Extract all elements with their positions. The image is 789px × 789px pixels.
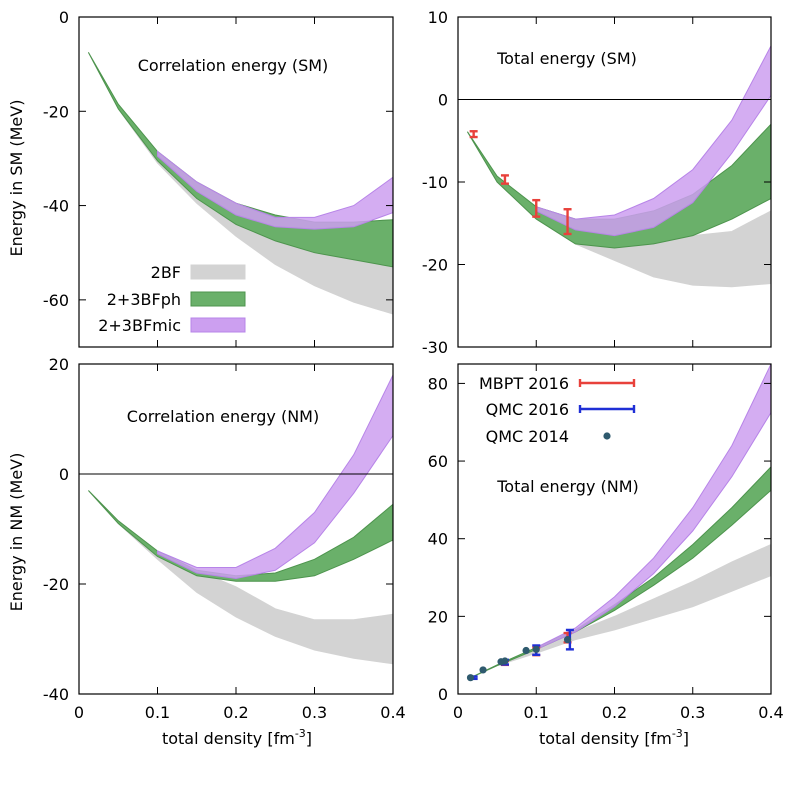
y-tick-label: -40 (43, 197, 69, 216)
legend-label-2bf: 2BF (151, 263, 181, 282)
errorbar-mbpt-2016 (532, 198, 541, 218)
point-qmc-2014 (532, 645, 540, 653)
y-tick-label: 60 (428, 452, 448, 471)
point-qmc-2014 (501, 657, 509, 665)
x-axis-label-right: total density [fm-3] (539, 727, 689, 748)
x-tick-label: 0.2 (602, 703, 627, 722)
x-tick-label: 0.1 (145, 703, 170, 722)
x-tick-label: 0.4 (380, 703, 405, 722)
y-tick-label: 10 (428, 8, 448, 27)
x-axis-label-left-close: ] (306, 729, 312, 748)
plot-area (87, 52, 393, 315)
y-tick-label: 0 (59, 465, 69, 484)
panel-annotation: Total energy (NM) (496, 477, 639, 496)
panel-annotation: Correlation energy (NM) (127, 407, 319, 426)
panel-correlation-nm: 0 0.1 0.2 0.3 0.4 20 0 -20 -40 Correlation energy… (43, 355, 406, 722)
x-tick-label: 0.1 (524, 703, 549, 722)
y-axis-label-sm: Energy in SM (MeV) (7, 100, 26, 257)
y-tick-label: -40 (43, 685, 69, 704)
x-tick-label: 0.2 (223, 703, 248, 722)
y-tick-label: 20 (428, 607, 448, 626)
legend-label-qmc-2016: QMC 2016 (486, 400, 569, 419)
y-tick-label: -60 (43, 291, 69, 310)
legend-label-mbpt-2016: MBPT 2016 (479, 374, 569, 393)
legend: MBPT 2016 QMC 2016 QMC 2014 (479, 374, 636, 446)
x-tick-label: 0.3 (680, 703, 705, 722)
y-tick-label: -20 (43, 575, 69, 594)
legend-marker-qmc-2016 (578, 405, 636, 413)
legend-swatch-2-3bfph (190, 291, 246, 307)
plot-area (466, 364, 771, 682)
x-tick-label: 0 (453, 703, 463, 722)
panel-correlation-sm: 0 -20 -40 -60 Correlation energy (SM) 2BF 2+3B… (43, 8, 394, 348)
panel-total-nm: 0 0.1 0.2 0.3 0.4 80 60 40 20 0 Total energy (NM) M… (428, 363, 784, 722)
y-tick-label: 20 (49, 355, 69, 374)
y-tick-label: 0 (438, 685, 448, 704)
y-tick-label: -10 (422, 173, 448, 192)
legend-label-2-3bfmic: 2+3BFmic (98, 316, 181, 335)
x-tick-label: 0 (74, 703, 84, 722)
point-qmc-2014 (522, 646, 530, 655)
x-tick-label: 0.4 (758, 703, 783, 722)
y-tick-label: 0 (438, 91, 448, 110)
x-axis-label-right-main: total density [fm (539, 729, 672, 748)
x-tick-label: 0.3 (302, 703, 327, 722)
band-2-3bfmic (535, 364, 771, 651)
panel-annotation: Correlation energy (SM) (138, 56, 329, 75)
point-qmc-2014 (563, 636, 572, 644)
x-axis-label-left-exp: -3 (295, 727, 306, 740)
band-2-3bfmic (535, 45, 771, 237)
legend-marker-qmc-2014 (603, 432, 611, 440)
x-axis-label-right-exp: -3 (672, 727, 683, 740)
legend: 2BF 2+3BFph 2+3BFmic (98, 263, 246, 335)
band-2-3bfmic (157, 374, 393, 580)
panel-total-sm: 10 0 -10 -20 -30 Total energy (SM) (422, 8, 772, 357)
band-2-3bfmic (157, 150, 393, 230)
legend-label-2-3bfph: 2+3BFph (107, 290, 181, 309)
y-axis-label-nm: Energy in NM (MeV) (7, 453, 26, 612)
x-axis-label-left-main: total density [fm (162, 729, 295, 748)
y-tick-label: 80 (428, 374, 448, 393)
errorbar-mbpt-2016 (469, 130, 478, 139)
y-tick-label: -30 (422, 338, 448, 357)
legend-marker-mbpt-2016 (578, 379, 636, 387)
legend-swatch-2-3bfmic (190, 317, 246, 333)
x-axis-label-left: total density [fm-3] (162, 727, 312, 748)
panel-annotation: Total energy (SM) (496, 49, 637, 68)
y-tick-label: -20 (422, 256, 448, 275)
y-tick-label: -20 (43, 102, 69, 121)
plot-area (79, 374, 393, 665)
point-qmc-2014 (466, 674, 475, 682)
y-tick-label: 40 (428, 530, 448, 549)
errorbar-mbpt-2016 (500, 174, 509, 185)
legend-swatch-2bf (190, 264, 246, 280)
x-axis-label-right-close: ] (683, 729, 689, 748)
errorbar-mbpt-2016 (563, 208, 572, 236)
legend-label-qmc-2014: QMC 2014 (486, 427, 569, 446)
plot-area (458, 45, 771, 288)
y-tick-label: 0 (59, 8, 69, 27)
point-qmc-2014 (479, 666, 487, 674)
